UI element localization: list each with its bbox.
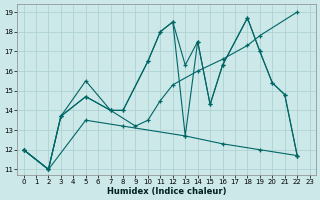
X-axis label: Humidex (Indice chaleur): Humidex (Indice chaleur) — [107, 187, 226, 196]
